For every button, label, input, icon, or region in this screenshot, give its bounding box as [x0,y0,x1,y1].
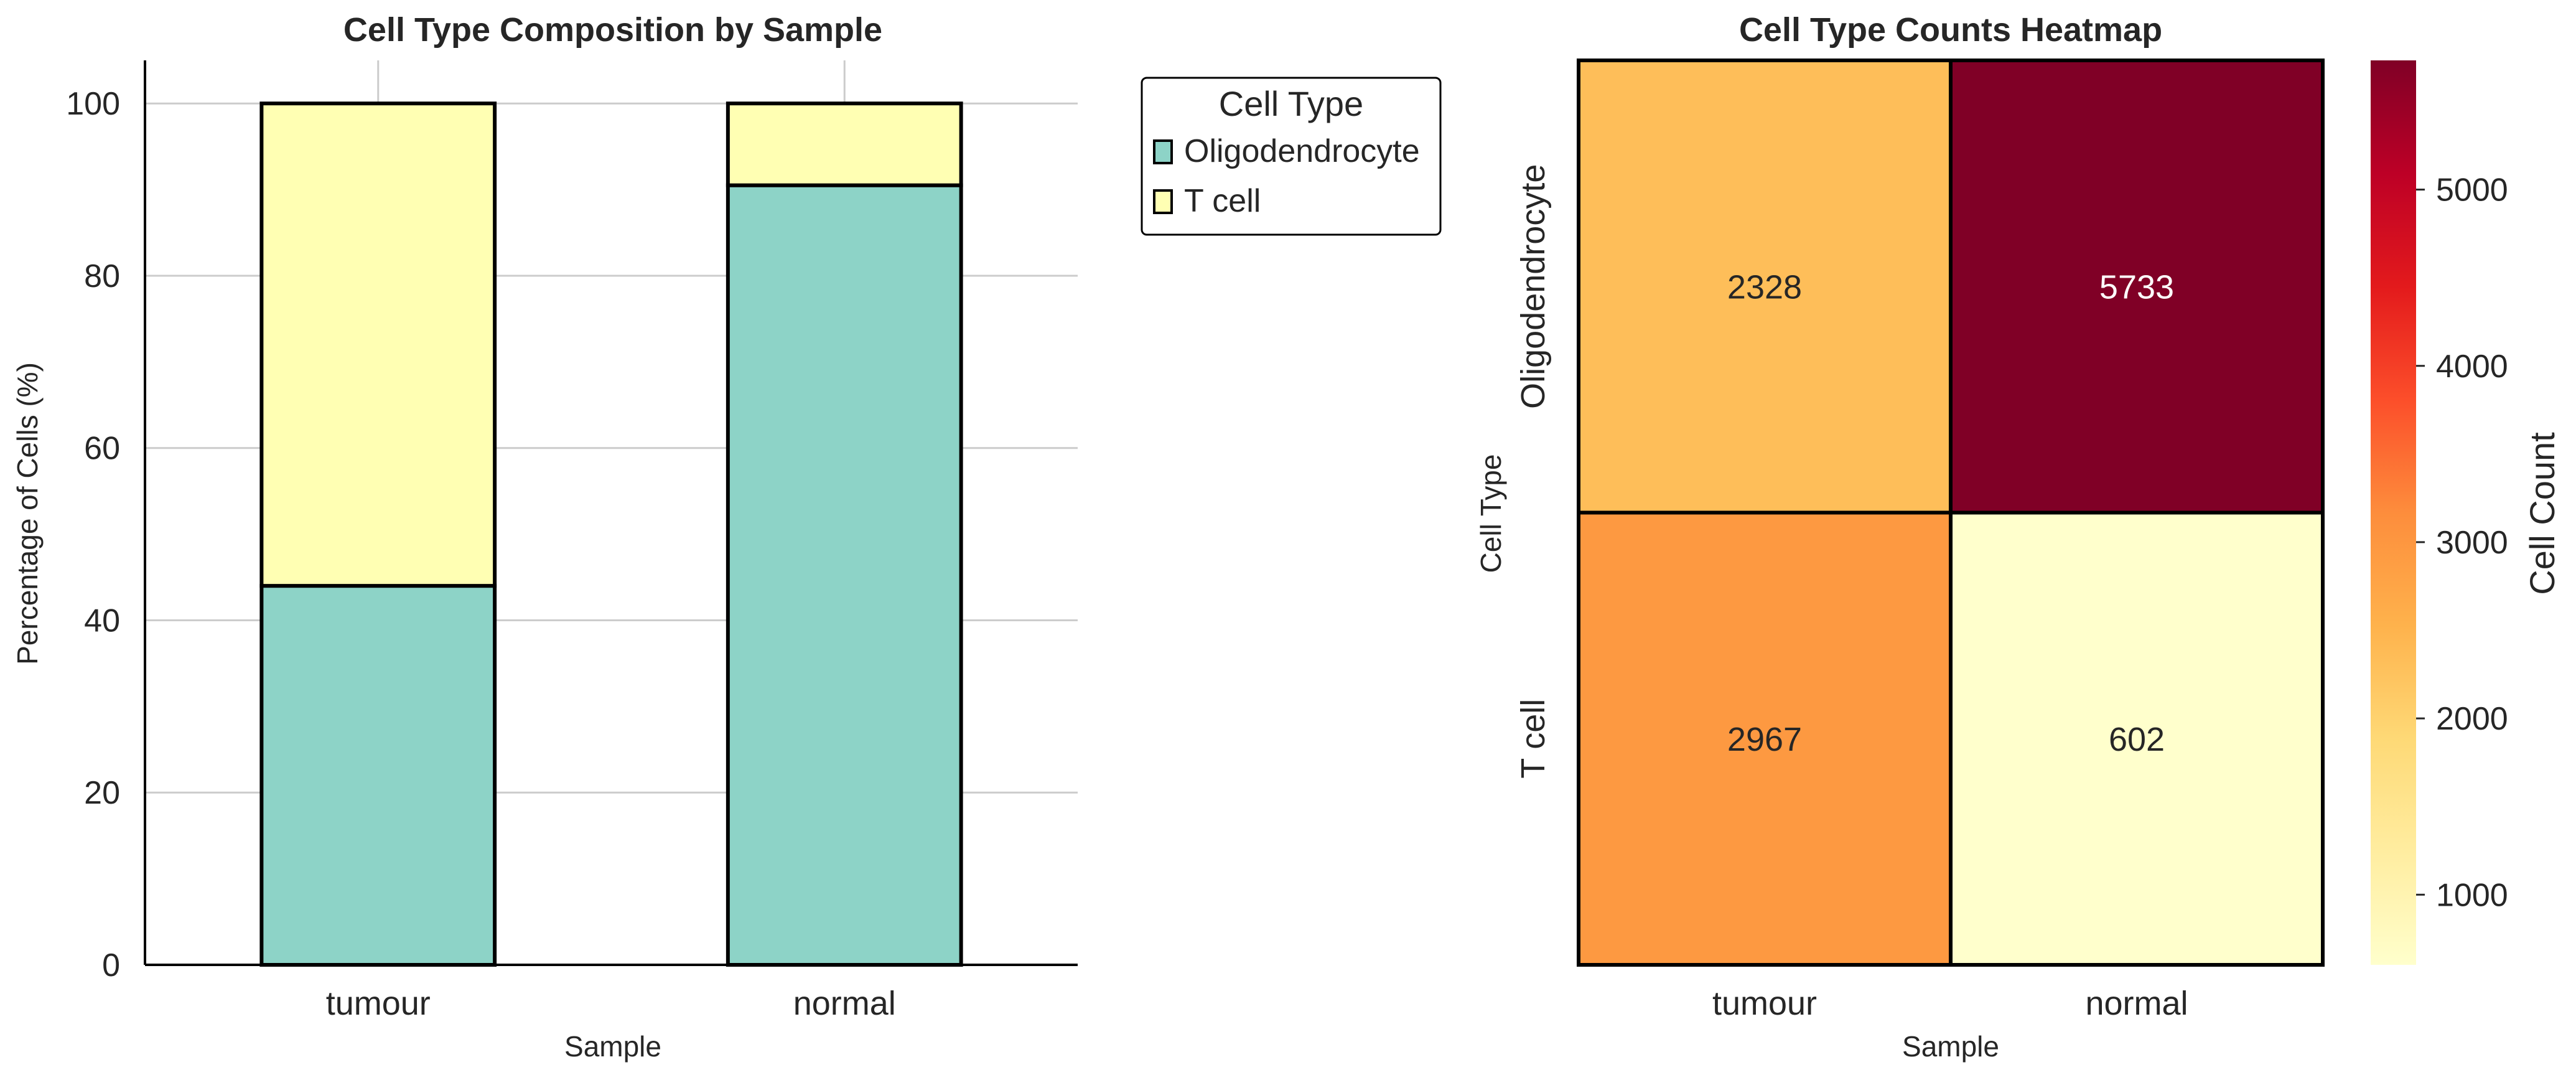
heatmap-y-tick-label: T cell [1514,699,1552,779]
bar-segment [259,101,497,588]
bar-y-tick-label: 80 [84,258,120,294]
colorbar-ticks: 1000 2000 3000 4000 5000 [2416,172,2508,913]
heatmap-cell-value: 602 [2109,721,2165,758]
bar-y-tick-label: 60 [84,431,120,467]
heatmap-y-tick-label: Oligodendrocyte [1514,164,1552,409]
legend-entries: Oligodendrocyte T cell [1153,133,1420,219]
legend-swatch [1153,139,1173,164]
legend-title: Cell Type [1219,84,1363,123]
heatmap-cell [1577,59,1953,515]
heatmap-cell-value: 2328 [1727,268,1802,306]
legend-swatch [1153,189,1173,214]
bar-x-ticks: tumour normal [326,985,896,1022]
bar-chart-title: Cell Type Composition by Sample [343,11,882,49]
legend-frame [1141,77,1442,236]
bar-x-tick-label: tumour [326,985,431,1022]
bar-y-tick-label: 100 [66,86,120,122]
legend-entry-label: Oligodendrocyte [1184,133,1420,169]
bar-legend: Cell Type Oligodendrocyte T cell [1141,77,1442,236]
stacked-bar-chart: Cell Type Composition by Sample 0 20 40 60 8… [11,11,1442,1063]
bar-x-axis-label: Sample [564,1030,661,1063]
bar-axes [144,60,1078,966]
bar-segment [726,101,963,187]
heatmap-title: Cell Type Counts Heatmap [1739,11,2162,49]
legend-entry-label: T cell [1184,183,1261,219]
colorbar-tick-label: 2000 [2436,701,2508,737]
colorbar-tick-label: 3000 [2436,525,2508,561]
colorbar-tick-label: 4000 [2436,349,2508,385]
bar-x-tick-label: normal [793,985,896,1022]
heatmap-cell [1949,510,2325,967]
colorbar-tick-label: 1000 [2436,877,2508,913]
bar-y-ticks: 0 20 40 60 80 100 [66,86,120,984]
bar-y-tick-label: 40 [84,603,120,639]
heatmap-x-ticks: tumour normal [1712,985,2188,1022]
heatmap-cell-value: 5733 [2099,268,2174,306]
colorbar-label: Cell Count [2522,432,2562,595]
heatmap-cells: 2328 5733 2967 602 [1577,59,2325,967]
bar-series [259,101,963,967]
bar-y-axis-label: Percentage of Cells (%) [11,362,44,665]
bar-y-tick-label: 0 [102,947,120,984]
bar-y-tick-label: 20 [84,775,120,811]
colorbar-tick-label: 5000 [2436,172,2508,209]
heatmap-y-axis-label: Cell Type [1475,454,1507,573]
heatmap-x-axis-label: Sample [1902,1030,1999,1063]
colorbar: 1000 2000 3000 4000 5000 Cell Count [2371,60,2562,965]
heatmap-x-tick-label: normal [2085,985,2188,1022]
bar-segment [726,183,963,967]
colorbar-gradient [2371,60,2416,965]
heatmap-cell-value: 2967 [1727,721,1802,758]
heatmap-y-ticks: Oligodendrocyte T cell [1514,164,1552,779]
heatmap-cell [1577,510,1953,967]
heatmap-x-tick-label: tumour [1712,985,1817,1022]
heatmap-cell [1949,59,2325,515]
heatmap-chart: Cell Type Counts Heatmap 2328 5733 2967 602… [1475,11,2562,1063]
bar-segment [259,584,497,967]
